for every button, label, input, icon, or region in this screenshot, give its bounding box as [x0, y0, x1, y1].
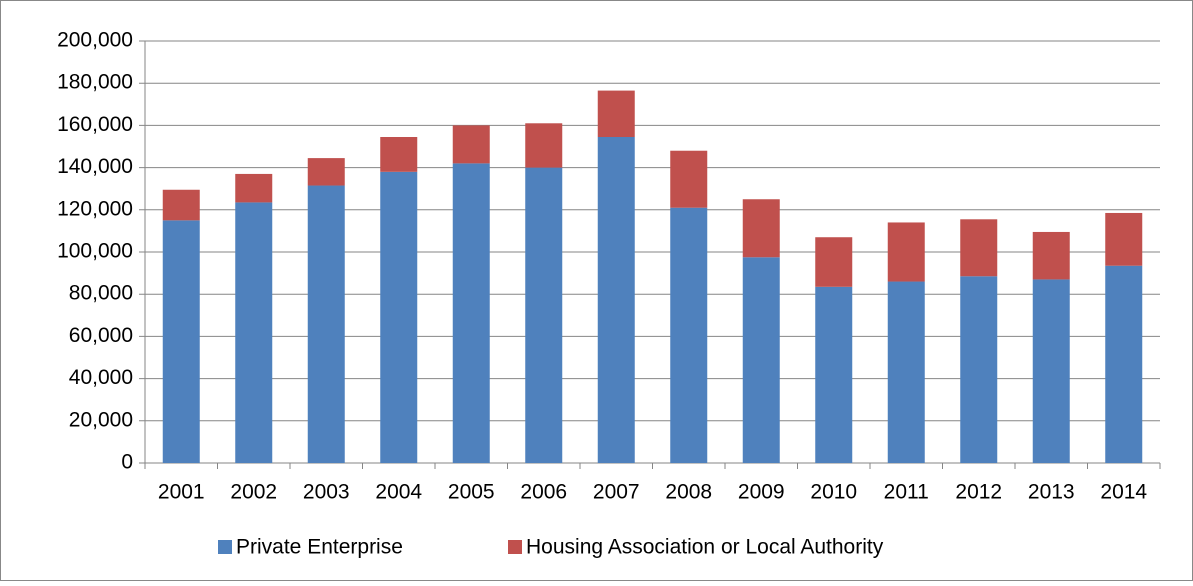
x-tick-label: 2006 — [520, 481, 567, 504]
bar-segment — [670, 150, 708, 208]
x-tick-label: 2005 — [448, 481, 495, 504]
y-tick-label: 0 — [121, 451, 133, 474]
bar-segment — [742, 257, 780, 463]
x-tick-label: 2012 — [955, 481, 1002, 504]
bar-segment — [307, 158, 345, 186]
bar-segment — [1105, 265, 1143, 463]
y-tick-label: 40,000 — [69, 366, 133, 389]
x-tick-label: 2013 — [1028, 481, 1075, 504]
x-tick-label: 2010 — [810, 481, 857, 504]
bar-segment — [452, 125, 490, 164]
bar-segment — [307, 185, 345, 463]
bar-segment — [597, 137, 635, 463]
bar-segment — [235, 173, 273, 203]
x-tick-label: 2009 — [738, 481, 785, 504]
legend-label: Housing Association or Local Authority — [526, 536, 884, 559]
bar-segment — [815, 286, 853, 463]
bar-segment — [1032, 279, 1070, 463]
bar-segment — [525, 123, 563, 168]
bar-segment — [525, 167, 563, 463]
bar-segment — [815, 237, 853, 287]
x-tick-label: 2011 — [884, 481, 929, 504]
y-tick-label: 200,000 — [57, 29, 133, 52]
x-tick-label: 2003 — [303, 481, 350, 504]
y-tick-label: 60,000 — [69, 324, 133, 347]
bar-segment — [960, 276, 998, 463]
bar-segment — [162, 220, 200, 463]
bar-segment — [670, 207, 708, 463]
x-tick-label: 2004 — [375, 481, 422, 504]
bar-segment — [887, 281, 925, 463]
x-tick-label: 2007 — [593, 481, 640, 504]
bar-segment — [235, 202, 273, 464]
y-tick-label: 80,000 — [69, 282, 133, 305]
bar-segment — [452, 163, 490, 463]
bar-segment — [380, 171, 418, 463]
legend-swatch — [218, 540, 232, 554]
y-tick-label: 160,000 — [57, 113, 133, 136]
bar-segment — [1105, 212, 1143, 266]
y-tick-label: 20,000 — [69, 408, 133, 431]
bar-segment — [597, 90, 635, 138]
x-tick-label: 2002 — [230, 481, 277, 504]
bar-segment — [742, 199, 780, 258]
y-tick-label: 180,000 — [57, 71, 133, 94]
x-tick-label: 2014 — [1100, 481, 1147, 504]
y-tick-label: 140,000 — [57, 155, 133, 178]
x-tick-label: 2008 — [665, 481, 712, 504]
y-tick-label: 120,000 — [57, 197, 133, 220]
bar-segment — [1032, 231, 1070, 280]
y-tick-label: 100,000 — [57, 240, 133, 263]
legend-swatch — [508, 540, 522, 554]
bar-segment — [960, 219, 998, 277]
bar-segment — [162, 189, 200, 221]
bar-segment — [380, 137, 418, 172]
legend-label: Private Enterprise — [236, 536, 403, 559]
bar-segment — [887, 222, 925, 282]
x-tick-label: 2001 — [158, 481, 205, 504]
